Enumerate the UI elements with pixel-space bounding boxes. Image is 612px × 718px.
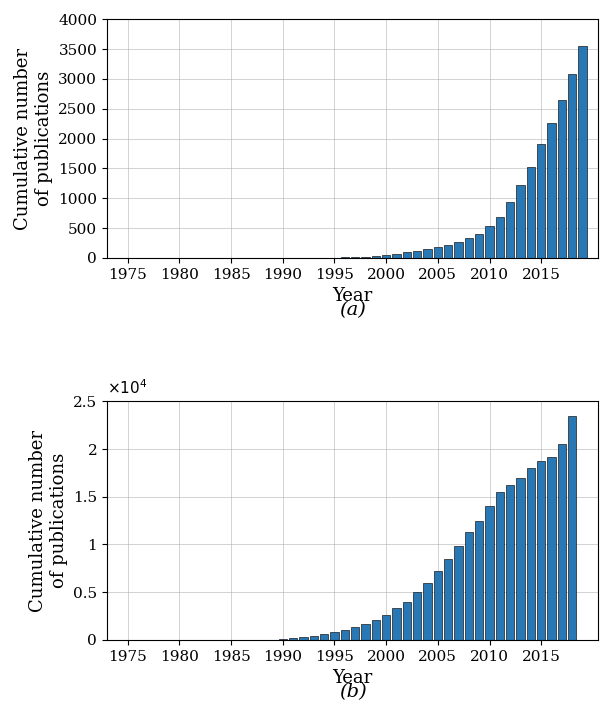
Bar <box>496 218 504 258</box>
X-axis label: Year: Year <box>332 669 373 687</box>
Bar <box>330 632 338 640</box>
Bar <box>506 202 514 258</box>
Y-axis label: Cumulative number
of publications: Cumulative number of publications <box>14 47 53 230</box>
Bar <box>320 634 328 640</box>
Bar <box>517 477 524 640</box>
Bar <box>548 123 556 258</box>
Bar <box>454 242 463 258</box>
Bar <box>413 592 421 640</box>
Bar <box>517 185 524 258</box>
Bar <box>527 468 535 640</box>
Bar <box>361 257 370 258</box>
Bar <box>465 532 473 640</box>
Bar <box>392 253 401 258</box>
Bar <box>413 251 421 258</box>
Bar <box>403 253 411 258</box>
Bar <box>444 559 452 640</box>
Bar <box>537 460 545 640</box>
Text: $\times 10^4$: $\times 10^4$ <box>107 378 147 396</box>
Text: (a): (a) <box>339 302 366 320</box>
Bar <box>475 234 483 258</box>
Bar <box>475 521 483 640</box>
Bar <box>361 624 370 640</box>
Bar <box>371 620 380 640</box>
Bar <box>444 245 452 258</box>
Bar <box>548 457 556 640</box>
Bar <box>382 255 390 258</box>
Bar <box>371 256 380 258</box>
Bar <box>424 582 431 640</box>
Bar <box>568 74 577 258</box>
Bar <box>382 615 390 640</box>
Bar <box>537 144 545 258</box>
Bar <box>506 485 514 640</box>
Bar <box>278 639 287 640</box>
Bar <box>465 238 473 258</box>
Text: (b): (b) <box>338 684 367 701</box>
Bar <box>485 506 494 640</box>
Bar <box>424 249 431 258</box>
Bar <box>568 416 577 640</box>
X-axis label: Year: Year <box>332 287 373 305</box>
Bar <box>310 635 318 640</box>
Bar <box>299 637 308 640</box>
Bar <box>578 46 587 258</box>
Bar <box>403 602 411 640</box>
Bar <box>434 571 442 640</box>
Y-axis label: Cumulative number
of publications: Cumulative number of publications <box>29 429 67 612</box>
Bar <box>558 100 566 258</box>
Bar <box>454 546 463 640</box>
Bar <box>392 608 401 640</box>
Bar <box>341 630 349 640</box>
Bar <box>434 247 442 258</box>
Bar <box>496 492 504 640</box>
Bar <box>527 167 535 258</box>
Bar <box>289 638 297 640</box>
Bar <box>558 444 566 640</box>
Bar <box>485 226 494 258</box>
Bar <box>351 628 359 640</box>
